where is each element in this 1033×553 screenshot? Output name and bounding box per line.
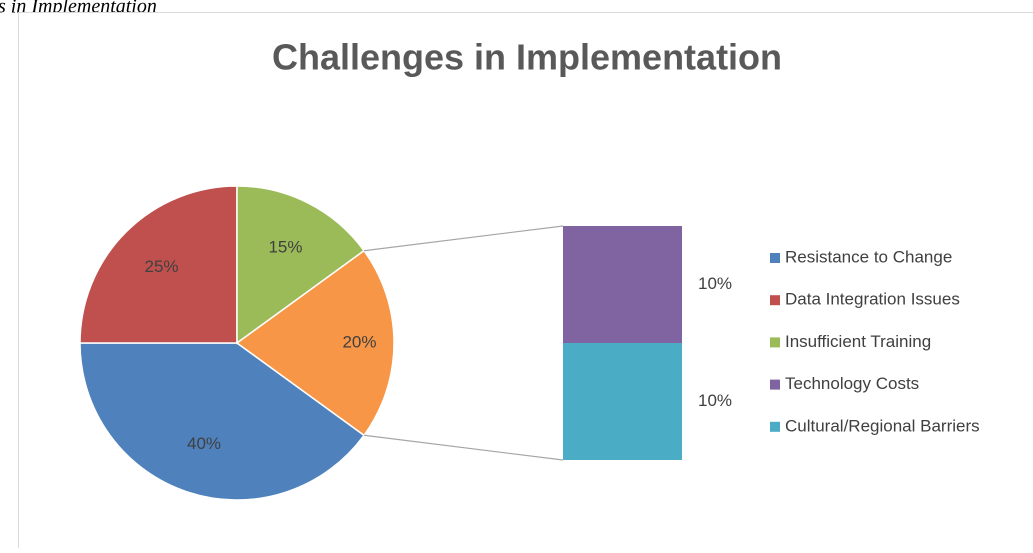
legend-swatch	[770, 422, 780, 432]
legend-label: Insufficient Training	[785, 332, 931, 351]
chart-title: Challenges in Implementation	[272, 37, 782, 78]
legend-swatch	[770, 253, 780, 263]
bar-segment	[563, 343, 682, 460]
legend-label: Technology Costs	[785, 374, 919, 393]
data-label: 10%	[698, 391, 732, 410]
data-label: 15%	[268, 237, 302, 256]
data-label: 10%	[698, 274, 732, 293]
legend-label: Data Integration Issues	[785, 290, 960, 309]
data-label: 40%	[187, 434, 221, 453]
data-label: 20%	[342, 332, 376, 351]
legend-label: Resistance to Change	[785, 247, 952, 266]
data-label: 25%	[144, 257, 178, 276]
legend-swatch	[770, 295, 780, 305]
legend-swatch	[770, 380, 780, 390]
legend-label: Cultural/Regional Barriers	[785, 416, 980, 435]
legend-swatch	[770, 337, 780, 347]
bar-segment	[563, 226, 682, 343]
